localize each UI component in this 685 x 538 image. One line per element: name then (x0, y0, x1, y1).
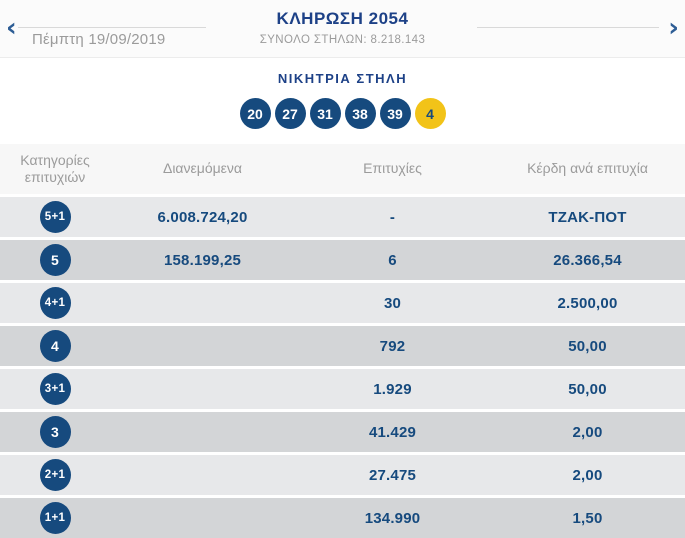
joker-number-ball: 4 (414, 98, 446, 129)
draw-total-columns: ΣΥΝΟΛΟ ΣΤΗΛΩΝ: 8.218.143 (259, 34, 426, 46)
column-header-distributed: Διανεμόμενα (162, 160, 243, 177)
column-header-categories: Κατηγορίες επιτυχιών (20, 151, 90, 186)
category-badge: 3 (39, 416, 71, 448)
category-cell: 4+1 (0, 287, 110, 319)
category-badge: 5 (39, 244, 71, 276)
category-cell: 5+1 (0, 201, 110, 233)
prize-per-win-cell: 50,00 (568, 380, 607, 398)
wins-cell: 27.475 (368, 466, 417, 484)
category-cell: 5 (0, 244, 110, 276)
winning-numbers: 20 27 31 38 39 4 (0, 98, 685, 129)
table-row: 5 158.199,25 6 26.366,54 (0, 240, 685, 280)
prize-per-win-cell: 50,00 (568, 337, 607, 355)
prize-per-win-cell: 2,00 (572, 423, 603, 441)
table-row: 3 41.429 2,00 (0, 412, 685, 452)
divider-line-left (18, 27, 206, 28)
previous-draw-button[interactable]: ‹ (6, 13, 17, 43)
distributed-cell: 6.008.724,20 (157, 208, 248, 226)
wins-cell: 30 (383, 294, 402, 312)
draw-date: Πέμπτη 19/09/2019 (32, 31, 166, 48)
results-table-body: 5+1 6.008.724,20 - ΤΖΑΚ-ΠΟΤ 5 158.199,25 6 26.3… (0, 197, 685, 538)
column-header-prize-per-win: Κέρδη ανά επιτυχία (527, 160, 648, 177)
category-cell: 2+1 (0, 459, 110, 491)
wins-cell: 792 (379, 337, 406, 355)
table-row: 5+1 6.008.724,20 - ΤΖΑΚ-ΠΟΤ (0, 197, 685, 237)
table-row: 1+1 134.990 1,50 (0, 498, 685, 538)
category-badge: 1+1 (39, 502, 71, 534)
column-header-wins: Επιτυχίες (363, 160, 422, 177)
prize-per-win-cell: 26.366,54 (553, 251, 622, 269)
draw-title: ΚΛΗΡΩΣΗ 2054 (276, 9, 409, 28)
category-cell: 3+1 (0, 373, 110, 405)
wins-cell: 6 (388, 251, 397, 269)
category-badge: 4+1 (39, 287, 71, 319)
winning-column-section: ΝΙΚΗΤΡΙΑ ΣΤΗΛΗ 20 27 31 38 39 4 (0, 58, 685, 144)
category-badge: 2+1 (39, 459, 71, 491)
winning-number-ball: 39 (379, 98, 411, 129)
table-row: 3+1 1.929 50,00 (0, 369, 685, 409)
prize-per-win-cell: ΤΖΑΚ-ΠΟΤ (548, 208, 627, 226)
wins-cell: 134.990 (364, 509, 421, 527)
category-badge: 4 (39, 330, 71, 362)
category-cell: 4 (0, 330, 110, 362)
category-badge: 3+1 (39, 373, 71, 405)
table-row: 2+1 27.475 2,00 (0, 455, 685, 495)
results-table-header: Κατηγορίες επιτυχιών Διανεμόμενα Επιτυχί… (0, 144, 685, 194)
winning-number-ball: 27 (274, 98, 306, 129)
winning-number-ball: 31 (309, 98, 341, 129)
prize-per-win-cell: 1,50 (572, 509, 603, 527)
wins-cell: - (389, 208, 396, 226)
winning-number-ball: 38 (344, 98, 376, 129)
wins-cell: 41.429 (368, 423, 417, 441)
prize-per-win-cell: 2.500,00 (557, 294, 618, 312)
prize-per-win-cell: 2,00 (572, 466, 603, 484)
results-table: Κατηγορίες επιτυχιών Διανεμόμενα Επιτυχί… (0, 144, 685, 538)
category-cell: 3 (0, 416, 110, 448)
category-badge: 5+1 (39, 201, 71, 233)
table-row: 4 792 50,00 (0, 326, 685, 366)
category-cell: 1+1 (0, 502, 110, 534)
divider-line-right (477, 27, 659, 28)
table-row: 4+1 30 2.500,00 (0, 283, 685, 323)
next-draw-button[interactable]: › (668, 13, 679, 43)
draw-title-block: ΚΛΗΡΩΣΗ 2054 ΣΥΝΟΛΟ ΣΤΗΛΩΝ: 8.218.143 (0, 9, 685, 46)
draw-header: ‹ Πέμπτη 19/09/2019 ΚΛΗΡΩΣΗ 2054 ΣΥΝΟΛΟ … (0, 0, 685, 58)
winning-column-label: ΝΙΚΗΤΡΙΑ ΣΤΗΛΗ (277, 71, 408, 86)
winning-number-ball: 20 (239, 98, 271, 129)
distributed-cell: 158.199,25 (163, 251, 242, 269)
wins-cell: 1.929 (373, 380, 412, 398)
